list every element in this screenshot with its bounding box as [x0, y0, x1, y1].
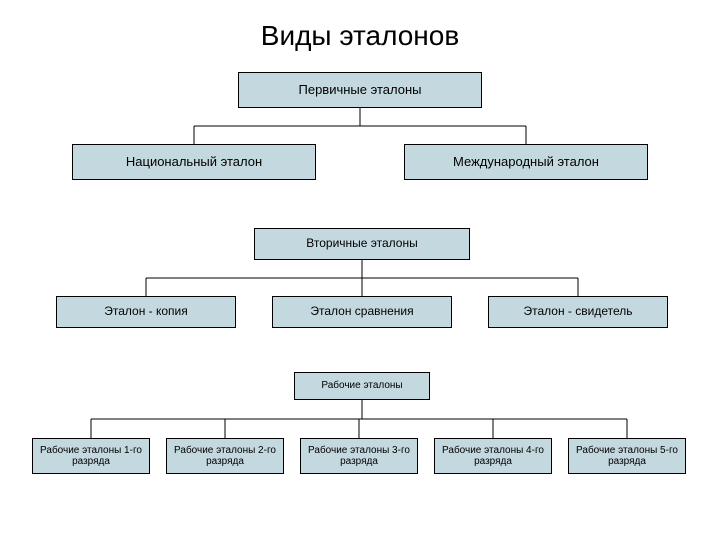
node-label: Рабочие эталоны 5-го разряда — [573, 445, 681, 468]
node-working-5: Рабочие эталоны 5-го разряда — [568, 438, 686, 474]
node-secondary: Вторичные эталоны — [254, 228, 470, 260]
node-label: Международный эталон — [453, 155, 599, 170]
node-witness: Эталон - свидетель — [488, 296, 668, 328]
node-label: Эталон - свидетель — [523, 305, 632, 319]
node-international: Международный эталон — [404, 144, 648, 180]
node-compare: Эталон сравнения — [272, 296, 452, 328]
node-label: Национальный эталон — [126, 155, 262, 170]
node-copy: Эталон - копия — [56, 296, 236, 328]
node-label: Первичные эталоны — [299, 83, 422, 98]
node-working-1: Рабочие эталоны 1-го разряда — [32, 438, 150, 474]
node-working-4: Рабочие эталоны 4-го разряда — [434, 438, 552, 474]
node-working-2: Рабочие эталоны 2-го разряда — [166, 438, 284, 474]
node-label: Рабочие эталоны 4-го разряда — [439, 445, 547, 468]
diagram-title: Виды эталонов — [0, 20, 720, 52]
node-primary: Первичные эталоны — [238, 72, 482, 108]
node-label: Рабочие эталоны — [321, 380, 402, 392]
node-label: Рабочие эталоны 1-го разряда — [37, 445, 145, 468]
node-national: Национальный эталон — [72, 144, 316, 180]
node-label: Эталон - копия — [104, 305, 188, 319]
node-label: Вторичные эталоны — [306, 237, 418, 251]
node-label: Эталон сравнения — [310, 305, 413, 319]
node-working-3: Рабочие эталоны 3-го разряда — [300, 438, 418, 474]
node-working: Рабочие эталоны — [294, 372, 430, 400]
node-label: Рабочие эталоны 3-го разряда — [305, 445, 413, 468]
node-label: Рабочие эталоны 2-го разряда — [171, 445, 279, 468]
